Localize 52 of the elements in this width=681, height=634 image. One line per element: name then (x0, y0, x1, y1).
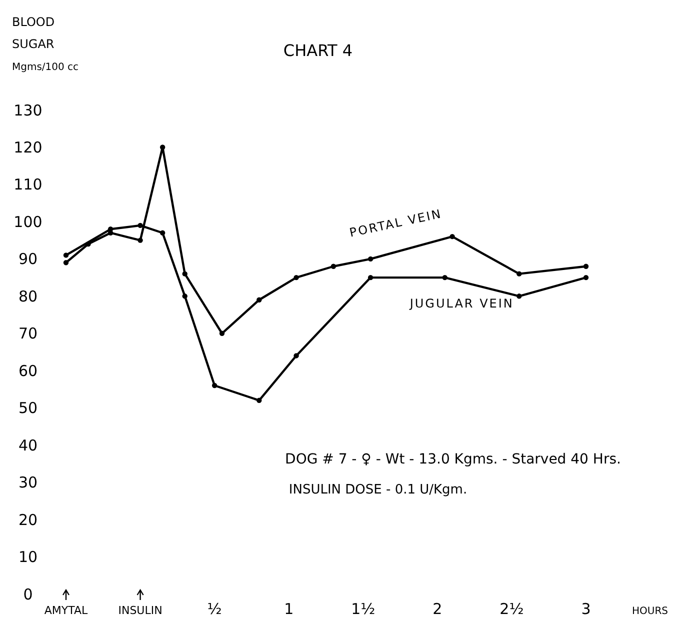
y-tick-label: 60 (18, 362, 38, 380)
point (63, 260, 69, 266)
point (442, 274, 448, 280)
x-tick-label: AMYTAL (44, 604, 88, 617)
y-tick-label: 50 (18, 399, 38, 418)
x-tick-label: ½ (207, 600, 222, 618)
point (212, 382, 218, 388)
x-tick-label: INSULIN (118, 604, 162, 617)
annotation: DOG # 7 - ♀ - Wt - 13.0 Kgms. - Starved 40 Hrs. (285, 452, 621, 468)
point (330, 264, 336, 269)
point (160, 230, 166, 236)
y-tick-label: 0 (23, 585, 33, 604)
y-tick-label: 10 (18, 548, 38, 566)
y-tick-label: 100 (14, 212, 42, 231)
point (368, 256, 374, 262)
point (368, 274, 374, 280)
y-tick-label: 40 (18, 436, 38, 454)
y-tick-label: 90 (18, 250, 38, 268)
y-axis-title: BLOOD SUGAR Mgms/100 cc (12, 15, 79, 73)
x-tick-label: 2 (432, 600, 442, 618)
point (450, 234, 455, 240)
x-tick-label: 1 (284, 600, 294, 618)
chart-title: CHART 4 (283, 41, 353, 60)
point (138, 238, 143, 243)
y-tick-label: 130 (14, 101, 42, 120)
series-label: JUGULAR VEIN (408, 296, 514, 311)
point (583, 264, 589, 269)
point (182, 294, 188, 299)
y-tick-label: 110 (14, 176, 42, 194)
y-tick-label: 80 (18, 287, 38, 306)
annotation: INSULIN DOSE - 0.1 U/Kgm. (288, 482, 468, 498)
point (294, 353, 299, 358)
point (219, 330, 225, 336)
point (138, 222, 143, 228)
point (516, 271, 522, 276)
text: PORTAL VEIN (348, 206, 444, 240)
y-tick-label: 120 (14, 138, 42, 156)
point (256, 398, 262, 403)
point (63, 252, 69, 258)
x-tick-label: 1½ (351, 600, 376, 618)
y-tick-label: 20 (18, 510, 38, 529)
x-tick-label: 3 (581, 600, 591, 618)
point (182, 271, 188, 276)
point (516, 294, 522, 299)
y-tick-label: 70 (18, 324, 38, 343)
point (294, 274, 299, 280)
point (256, 297, 262, 302)
point (583, 274, 589, 280)
y-tick-label: 30 (18, 474, 38, 492)
point (160, 144, 166, 150)
x-tick-label: 2½ (500, 600, 524, 618)
x-axis-title: HOURS (632, 606, 668, 617)
